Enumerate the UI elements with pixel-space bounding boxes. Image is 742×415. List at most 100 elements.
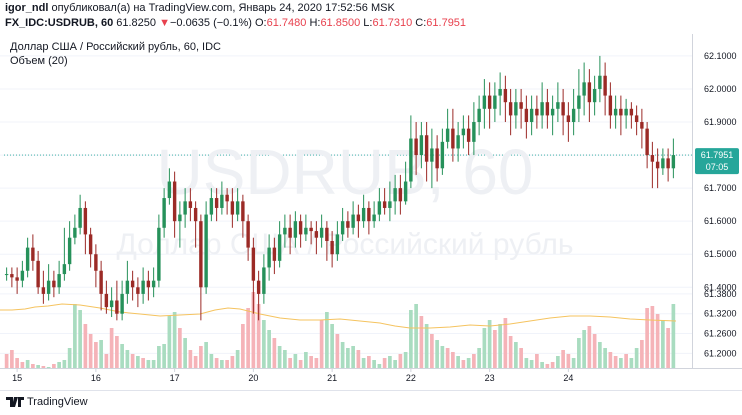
volume-ma-line: [0, 303, 677, 329]
volume-bar: [414, 304, 418, 368]
price-chart[interactable]: USDRUB, 60 Доллар США / Российский рубль…: [0, 34, 742, 390]
candle-down: [241, 201, 245, 222]
candle-up: [335, 234, 340, 255]
candle-down: [214, 198, 219, 208]
volume-bar: [372, 360, 376, 368]
candle-up: [73, 227, 77, 238]
candle-down: [115, 300, 119, 314]
volume-bar: [319, 320, 324, 368]
candle-up: [456, 135, 460, 149]
volume-bar: [650, 306, 655, 368]
volume-bar: [472, 354, 476, 368]
candle-down: [309, 227, 313, 232]
candle-up: [304, 227, 308, 235]
candle-up: [571, 108, 576, 123]
last-price-badge: 61.7951 07:05: [695, 148, 739, 175]
candle-down: [246, 221, 250, 248]
volume-bar: [220, 360, 224, 368]
candle-down: [104, 293, 109, 308]
candle-down: [519, 102, 523, 109]
volume-bar: [151, 360, 156, 368]
volume-bar: [172, 312, 177, 368]
volume-bar: [288, 358, 292, 368]
candle-up: [20, 270, 25, 281]
candle-up: [125, 280, 130, 294]
volume-bar: [571, 358, 576, 368]
candle-down: [10, 274, 14, 278]
volume-bar: [256, 304, 261, 368]
candle-up: [351, 214, 355, 228]
candle-up: [445, 128, 450, 142]
symbol-label[interactable]: FX_IDC:USDRUB, 60: [5, 17, 114, 29]
volume-bar: [351, 346, 355, 368]
volume-bar: [340, 342, 345, 368]
time-tick-label: 17: [170, 373, 180, 383]
volume-bar: [561, 350, 565, 368]
candle-up: [78, 207, 82, 228]
candle-up: [178, 214, 182, 222]
time-scale[interactable]: 15 16 17 20 21 22 23 24: [12, 368, 573, 383]
volume-bar: [671, 304, 676, 368]
candle-up: [409, 138, 413, 182]
volume-bar: [120, 344, 124, 368]
volume-bar: [204, 342, 208, 368]
tradingview-brand[interactable]: TradingView: [27, 396, 88, 408]
volume-bar: [94, 342, 98, 368]
candle-up: [419, 135, 424, 156]
volume-bar: [535, 354, 539, 368]
candle-down: [52, 280, 56, 288]
volume-bar: [493, 330, 497, 368]
volume-bar: [62, 360, 67, 368]
time-tick-label: 16: [91, 373, 101, 383]
candle-down: [603, 75, 607, 96]
chart-area[interactable]: USDRUB, 60 Доллар США / Российский рубль…: [0, 34, 742, 390]
volume-bar: [193, 356, 198, 368]
close-label: C:: [415, 17, 427, 29]
high-label: H:: [309, 17, 321, 29]
volume-bar: [330, 324, 334, 368]
volume-bar: [508, 336, 513, 368]
volume-bar: [409, 310, 413, 368]
volume-bar: [598, 342, 602, 368]
price-tick-label: 61.9000: [704, 117, 737, 127]
volume-bar: [445, 348, 450, 368]
publish-line: igor_ndl опубликовал(а) на TradingView.c…: [5, 2, 395, 14]
time-tick-label: 20: [248, 373, 258, 383]
candle-down: [188, 201, 193, 208]
candle-up: [529, 108, 534, 123]
volume-bar: [178, 328, 182, 368]
candle-up: [377, 201, 382, 215]
volume-bar: [309, 356, 313, 368]
volume-bar: [146, 360, 151, 368]
candle-down: [650, 155, 655, 162]
volume-bar: [540, 362, 544, 368]
candle-down: [288, 227, 292, 238]
candle-down: [414, 138, 418, 156]
volume-bar: [398, 354, 403, 368]
time-tick-label: 22: [406, 373, 416, 383]
price-tick-label: 61.3200: [704, 309, 737, 319]
volume-bar: [503, 318, 508, 368]
candle-down: [146, 280, 151, 288]
volume-bar: [214, 358, 219, 368]
volume-bar: [188, 350, 193, 368]
volume-bar: [251, 292, 256, 368]
volume-legend: Объем (20): [10, 55, 68, 67]
volume-bar: [419, 316, 424, 368]
tradingview-logo-icon[interactable]: [6, 396, 24, 408]
candle-up: [556, 102, 560, 109]
author-name[interactable]: igor_ndl: [5, 2, 49, 14]
candle-up: [167, 181, 172, 199]
candle-up: [403, 181, 408, 202]
candle-down: [398, 188, 403, 202]
volume-bar: [592, 334, 597, 368]
chart-header: igor_ndl опубликовал(а) на TradingView.c…: [0, 0, 742, 34]
volume-bar: [655, 314, 660, 368]
candle-up: [440, 141, 445, 169]
volume-bar: [73, 304, 77, 368]
price-scale[interactable]: 62.100062.000061.900061.800061.700061.60…: [704, 51, 737, 358]
volume-bar: [162, 344, 166, 368]
candle-down: [634, 115, 639, 123]
volume-bar: [603, 348, 607, 368]
candle-up: [220, 194, 224, 208]
